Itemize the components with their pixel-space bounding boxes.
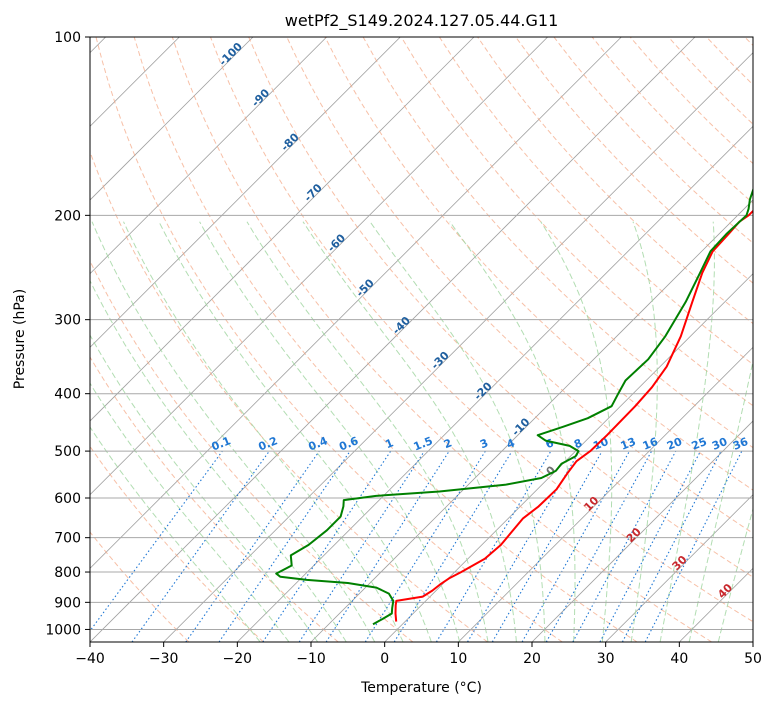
- dry-adiabat-line: [324, 37, 753, 491]
- dry-adiabat-line: [438, 37, 753, 366]
- x-tick-label: 50: [744, 651, 762, 667]
- isotherm-line: [90, 37, 622, 569]
- x-tick-label: −10: [296, 651, 326, 667]
- isotherm-line: [90, 37, 401, 348]
- x-tick-label: 30: [597, 651, 615, 667]
- dry-adiabat-line: [90, 356, 339, 642]
- moist-adiabat-line: [91, 221, 376, 642]
- moist-adiabat-line: [158, 221, 432, 642]
- mixing-ratio-label: 10: [591, 435, 610, 453]
- mixing-ratio-line: [364, 450, 486, 642]
- y-tick-label: 200: [54, 208, 81, 224]
- mixing-ratio-line: [218, 450, 351, 642]
- mixing-ratio-label: 2: [442, 436, 454, 451]
- isotherm-line: [605, 494, 753, 642]
- x-tick-label: −40: [75, 651, 105, 667]
- y-tick-label: 900: [54, 595, 81, 611]
- moist-adiabat-line: [369, 221, 546, 642]
- isotherm-line: [531, 420, 753, 642]
- plot-frame: [89, 36, 754, 643]
- mixing-ratio-label: 36: [731, 435, 750, 453]
- x-tick-label: 0: [380, 651, 389, 667]
- mixing-ratio-label: 3: [478, 436, 490, 451]
- y-tick-label: 300: [54, 313, 81, 329]
- moist-adiabat-line: [90, 382, 290, 642]
- dry-adiabat-line: [515, 37, 753, 284]
- dry-adiabat-line: [171, 37, 712, 642]
- mixing-ratio-label: 1: [383, 436, 395, 451]
- isotherm-line: [384, 273, 753, 642]
- moist-adiabat-line: [246, 221, 489, 642]
- isotherm-line: [90, 37, 254, 201]
- isotherm-line: [458, 346, 753, 642]
- dry-adiabat-line: [90, 259, 414, 642]
- moist-adiabat-line: [199, 221, 461, 642]
- dry-adiabat-line: [400, 37, 753, 407]
- background-lines: [90, 37, 753, 642]
- moist-adiabat-line: [540, 221, 613, 642]
- y-tick-label: 100: [54, 30, 81, 46]
- mixing-ratio-label: 16: [641, 435, 660, 453]
- x-axis: −40 −30 −20 −10 0 10 20 30 40 50: [75, 642, 762, 667]
- isotherm-line: [163, 52, 753, 642]
- isotherm-line: [90, 37, 475, 422]
- mixing-ratio-label: 8: [572, 436, 584, 451]
- mixing-ratio-line: [491, 450, 603, 642]
- x-axis-label: Temperature (°C): [360, 680, 482, 696]
- sounding-profiles: [275, 187, 753, 626]
- moist-adiabat-line: [123, 221, 404, 642]
- moist-adiabat-line: [630, 221, 658, 642]
- dry-adiabat-line: [133, 37, 638, 642]
- temperature-profile-line: [394, 209, 753, 622]
- y-tick-label: 400: [54, 387, 81, 403]
- mixing-ratio-label: 20: [665, 435, 684, 453]
- pressure-gridlines: [90, 37, 753, 630]
- plot-background: [90, 37, 753, 642]
- y-axis-label: Pressure (hPa): [12, 289, 28, 389]
- isotherm-line: [237, 125, 753, 642]
- x-tick-label: 20: [523, 651, 541, 667]
- moist-adiabat-line: [90, 426, 261, 642]
- x-tick-label: 10: [449, 651, 467, 667]
- y-axis: 100 200 300 400 500 600 700 800 900 1000: [45, 30, 90, 638]
- dry-adiabat-line: [90, 531, 190, 642]
- y-tick-label: 800: [54, 565, 81, 581]
- dry-adiabat-line: [210, 37, 753, 623]
- dewpoint-profile-line: [275, 187, 753, 626]
- mixing-ratio-label: 30: [710, 435, 729, 453]
- dry-adiabat-line: [90, 445, 264, 642]
- x-tick-label: 40: [670, 651, 688, 667]
- mixing-ratio-line: [185, 450, 320, 642]
- mixing-ratio-line: [393, 450, 513, 642]
- mixing-ratio-label: 13: [619, 435, 638, 453]
- y-tick-label: 700: [54, 531, 81, 547]
- moist-adiabat-line: [302, 221, 517, 642]
- chart-title: wetPf2_S149.2024.127.05.44.G11: [285, 11, 559, 31]
- isotherm-line: [752, 641, 753, 642]
- moist-adiabat-line: [449, 221, 576, 642]
- y-tick-label: 600: [54, 491, 81, 507]
- y-tick-label: 500: [54, 444, 81, 460]
- dry-adiabat-line: [248, 37, 753, 578]
- x-tick-label: −30: [149, 651, 179, 667]
- mixing-ratio-line: [572, 450, 677, 642]
- moist-adiabat-line: [90, 279, 347, 642]
- dry-adiabat-line: [90, 150, 488, 642]
- moist-adiabat-line: [659, 221, 715, 642]
- isotherm-line: [90, 37, 696, 642]
- isotherm-line: [90, 37, 548, 496]
- mixing-ratio-line: [521, 450, 630, 642]
- mixing-ratio-label: 25: [690, 435, 709, 453]
- mixing-ratio-line: [435, 450, 552, 642]
- moist-adiabat-line: [90, 334, 319, 642]
- moist-adiabat-line: [688, 359, 753, 642]
- y-tick-label: 1000: [45, 622, 81, 638]
- isotherm-line: [90, 37, 327, 275]
- mixing-ratio-line: [545, 450, 653, 642]
- mixing-ratio-line: [325, 450, 450, 642]
- dry-adiabat-line: [95, 37, 563, 642]
- x-tick-label: −20: [223, 651, 253, 667]
